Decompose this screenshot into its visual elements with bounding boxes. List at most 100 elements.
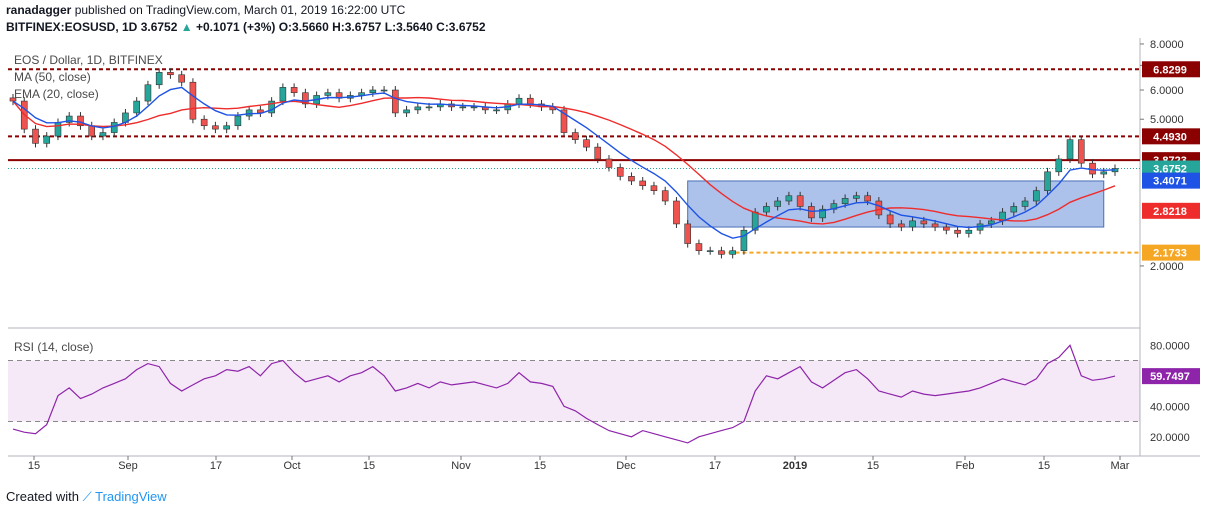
x-tick-label: 15: [363, 460, 375, 472]
candle-body: [583, 139, 590, 148]
candle-body: [77, 115, 84, 127]
footer: Created with ⟋ TradingView: [6, 489, 167, 505]
time-axis: 15 Sep 17 Oct 15 Nov 15 Dec 17 2019 15 Feb 15 Mar: [28, 456, 1130, 472]
candle-body: [392, 89, 399, 114]
candle-body: [234, 115, 242, 127]
price-pane: [8, 68, 1140, 259]
candle-body: [459, 106, 467, 109]
rsi-pane: 80.0000 40.0000 20.0000 59.7497: [8, 340, 1200, 444]
rsi-band: [8, 360, 1140, 422]
rsi-tick-label: 80.0000: [1150, 340, 1190, 352]
ema-legend: EMA (20, close): [14, 87, 99, 101]
candle-body: [380, 89, 388, 92]
candle-body: [1100, 171, 1108, 175]
range-box: [687, 180, 1105, 228]
candle-body: [414, 106, 422, 111]
candle-body: [718, 250, 725, 255]
price-label-box: [1142, 128, 1200, 145]
candle-body: [1077, 139, 1085, 164]
x-tick-label: 15: [28, 460, 40, 472]
candle-body: [65, 115, 73, 123]
candle-body: [189, 81, 197, 120]
candle-body: [403, 109, 410, 114]
candle-body: [920, 220, 928, 225]
candle-body: [616, 167, 624, 177]
candle-body: [493, 109, 500, 112]
rsi-value-label: 59.7497: [1150, 371, 1190, 383]
candle-body: [1055, 158, 1063, 173]
candle-body: [796, 195, 804, 207]
candle-body: [1044, 171, 1051, 191]
candle-body: [931, 223, 939, 228]
x-tick-label: Mar: [1111, 460, 1130, 472]
price-label: 2.8218: [1153, 206, 1187, 218]
candle-body: [110, 122, 118, 133]
symbol-line: BITFINEX:EOSUSD, 1D 3.6752 ▲ +0.1071 (+3…: [6, 20, 486, 34]
candle-body: [875, 200, 883, 216]
x-tick-label: Nov: [451, 460, 471, 472]
x-tick-label: Oct: [283, 460, 300, 472]
candle-body: [155, 72, 163, 86]
candle-body: [628, 176, 635, 182]
candle-body: [605, 158, 613, 168]
candle-body: [706, 250, 714, 252]
ema20-line: [12, 86, 1116, 239]
price-label: 6.8299: [1153, 64, 1187, 76]
tradingview-logo-icon[interactable]: ⟋: [82, 489, 92, 504]
candle-body: [785, 195, 793, 202]
publish-header: ranadagger published on TradingView.com,…: [6, 2, 405, 18]
price-label: 3.4071: [1153, 176, 1187, 188]
candle-body: [740, 229, 748, 251]
candle-body: [223, 125, 230, 130]
price-label-box: [1142, 172, 1200, 189]
candle-body: [571, 132, 579, 140]
rsi-line: [12, 344, 1116, 444]
candle-body: [695, 243, 703, 251]
candle-body: [594, 146, 602, 160]
x-tick-label: 17: [210, 460, 222, 472]
candle-body: [54, 122, 62, 137]
x-tick-label: 2019: [783, 460, 807, 472]
price-label: 2.1733: [1153, 248, 1187, 260]
candle-body: [212, 125, 219, 130]
candle-body: [684, 223, 691, 244]
price-label-box: [1142, 244, 1200, 261]
candle-body: [853, 195, 860, 199]
candle-body: [819, 208, 826, 219]
candle-body: [954, 229, 961, 234]
y-tick-label: 6.0000: [1150, 85, 1184, 97]
symbol-name: BITFINEX:EOSUSD, 1D: [6, 20, 138, 34]
rsi-tick-label: 20.0000: [1150, 432, 1190, 444]
candle-body: [841, 198, 849, 205]
candle-body: [639, 180, 647, 187]
x-tick-label: 15: [867, 460, 879, 472]
price-label-box: [1142, 61, 1200, 78]
publish-info: published on TradingView.com, March 01, …: [71, 3, 406, 17]
rsi-tick-label: 40.0000: [1150, 401, 1190, 413]
author-name[interactable]: ranadagger: [6, 3, 72, 17]
candle-body: [526, 97, 534, 105]
candle-body: [99, 132, 107, 137]
candle-body: [864, 195, 871, 202]
candle-body: [650, 185, 658, 191]
candle-body: [279, 87, 287, 102]
candle-body: [1089, 162, 1096, 175]
candle-body: [43, 135, 51, 144]
candle-body: [1032, 190, 1040, 202]
y-tick-label: 5.0000: [1150, 114, 1184, 126]
price-label-box: [1142, 202, 1200, 219]
candle-body: [178, 74, 185, 83]
candle-body: [898, 223, 905, 228]
candle-body: [763, 206, 770, 213]
candle-body: [88, 125, 96, 137]
candle-body: [200, 118, 208, 127]
candle-body: [290, 87, 298, 94]
tradingview-brand[interactable]: TradingView: [95, 489, 167, 504]
price-axis: 8.00007.00006.00005.00002.00006.82994.49…: [1140, 39, 1200, 273]
ma-legend: MA (50, close): [14, 70, 91, 84]
price-label: 3.6752: [1153, 164, 1187, 176]
candle-body: [133, 100, 140, 114]
candle-body: [729, 250, 736, 255]
candle-body: [32, 128, 39, 144]
